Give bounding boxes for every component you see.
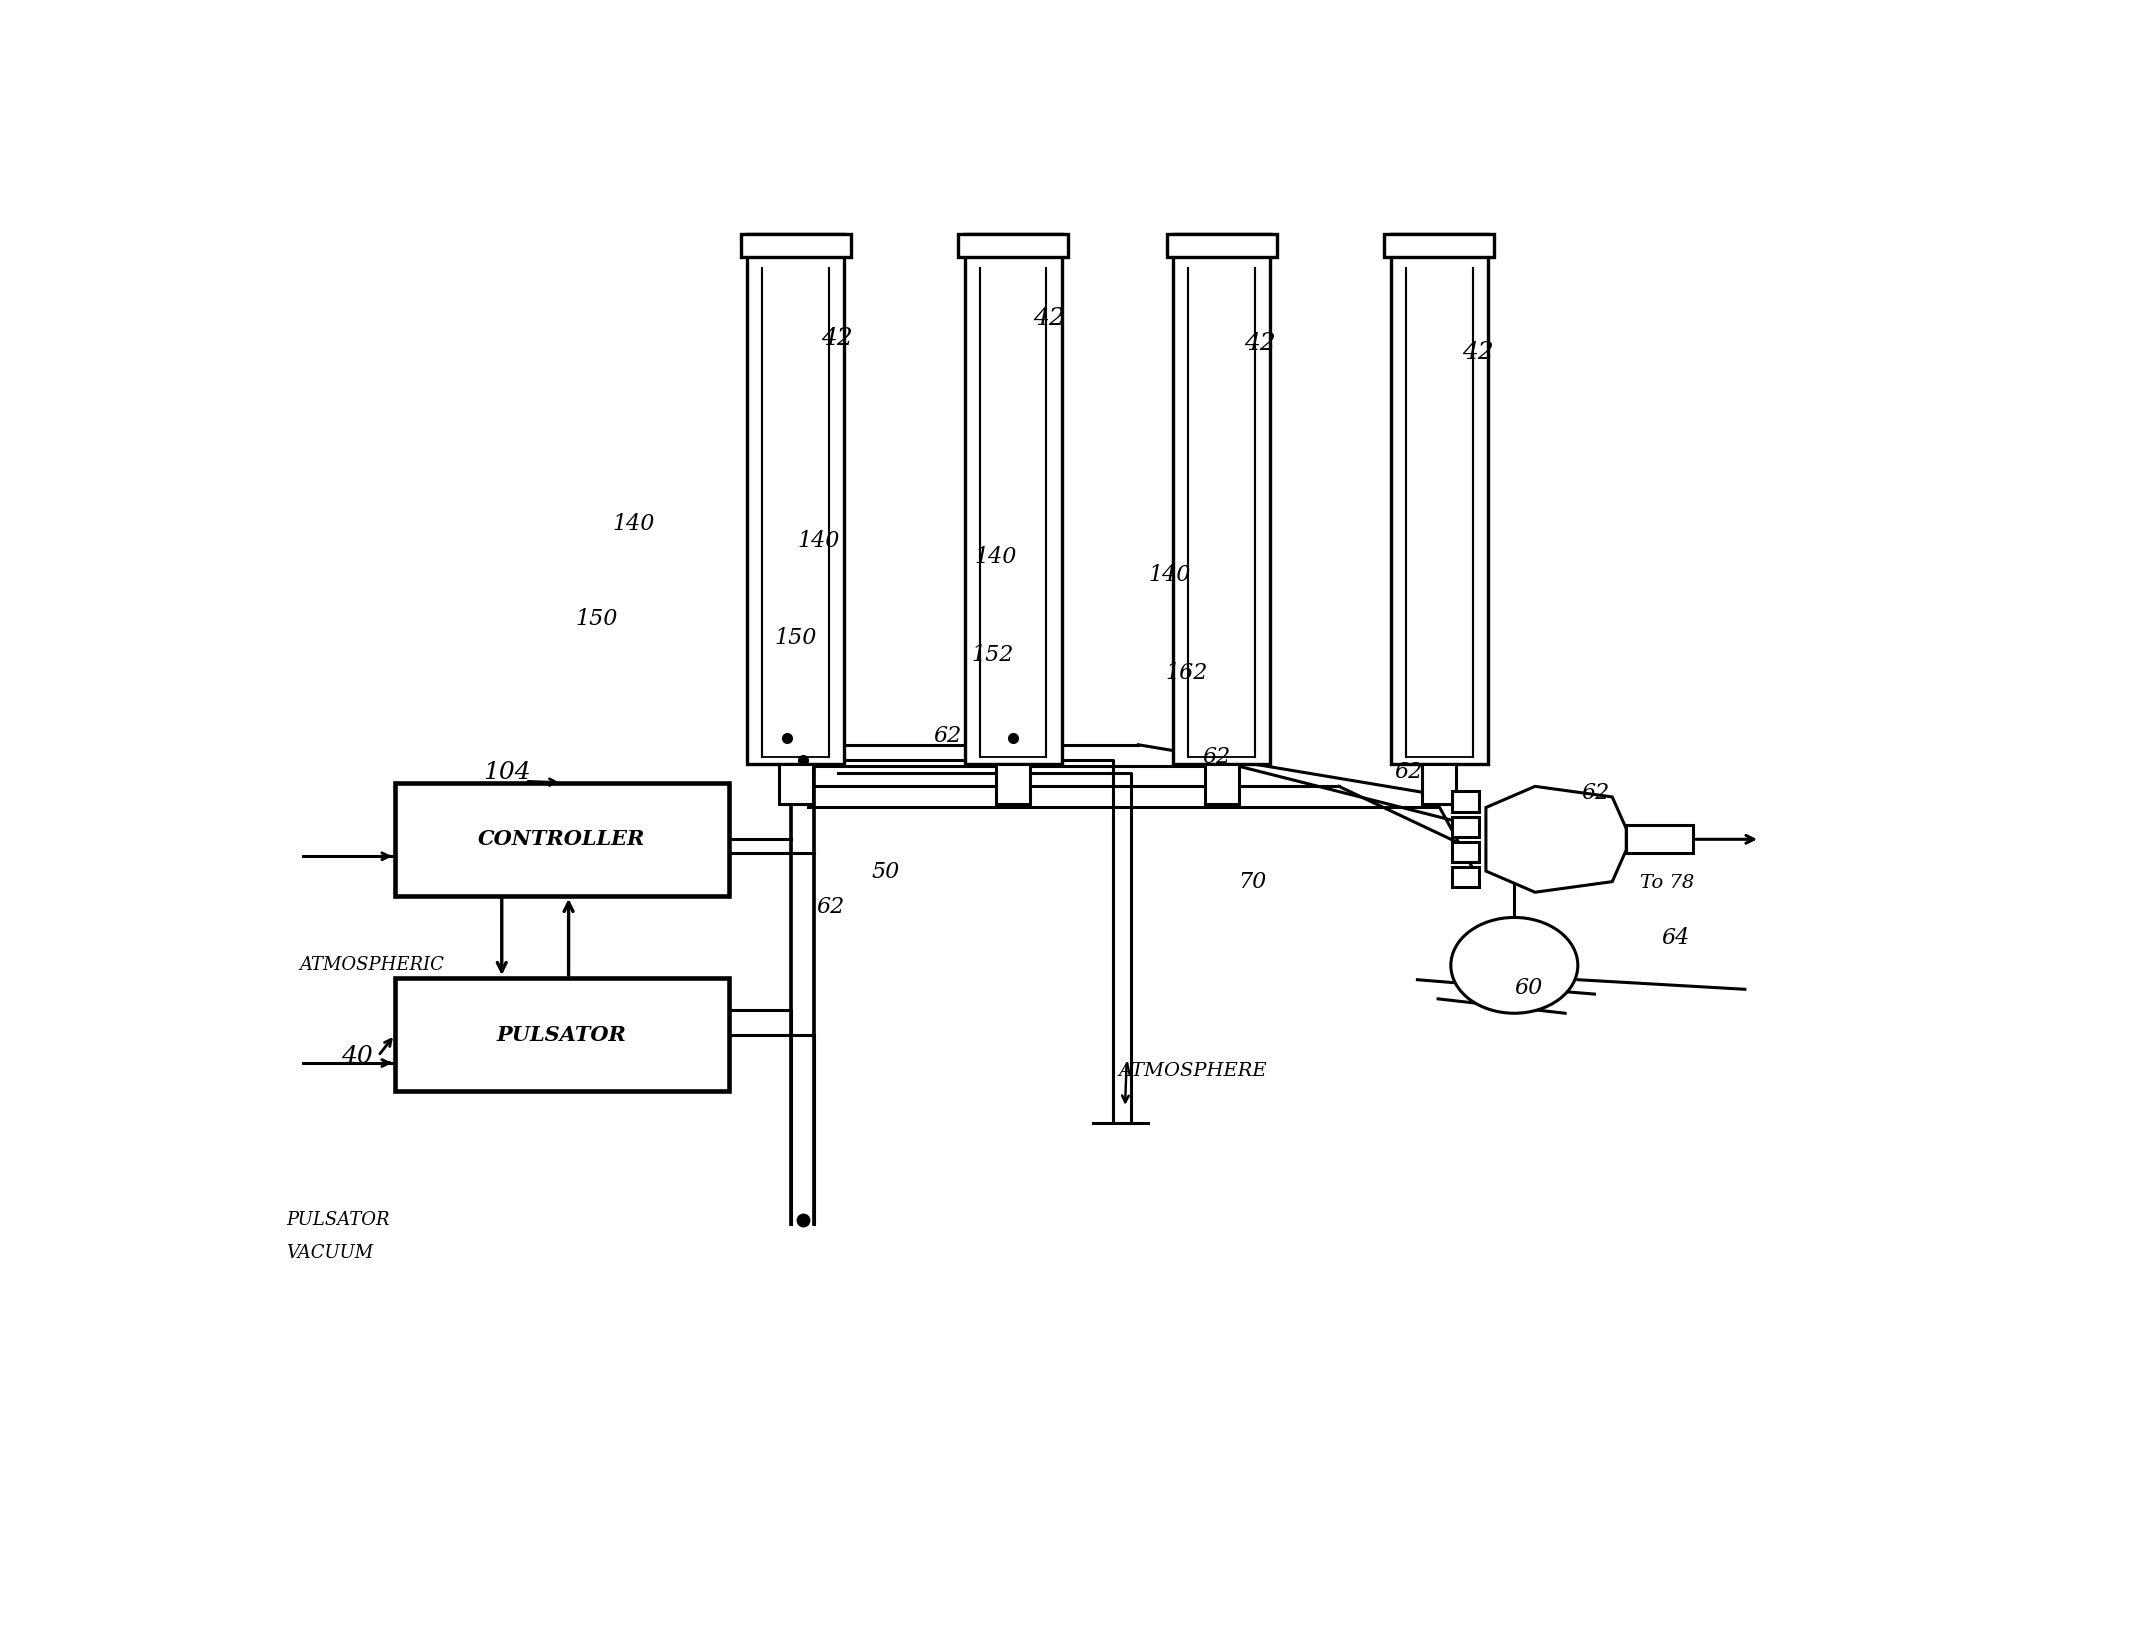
Text: 62: 62 — [1580, 781, 1608, 804]
Text: 64: 64 — [1662, 927, 1690, 948]
Text: 62: 62 — [934, 725, 962, 746]
Text: 140: 140 — [612, 512, 655, 535]
Text: VACUUM: VACUUM — [287, 1244, 373, 1262]
Text: 140: 140 — [1149, 563, 1190, 586]
Text: 104: 104 — [483, 761, 530, 784]
Bar — [1423, 763, 1455, 804]
Text: 62: 62 — [1395, 761, 1423, 784]
Circle shape — [1451, 917, 1578, 1013]
Text: 152: 152 — [970, 645, 1013, 666]
Text: 62: 62 — [1201, 746, 1231, 768]
Bar — [1173, 234, 1270, 763]
Text: 150: 150 — [576, 607, 617, 630]
Text: 162: 162 — [1164, 661, 1207, 684]
Text: 42: 42 — [821, 327, 852, 350]
Text: 50: 50 — [871, 861, 899, 882]
Text: 70: 70 — [1238, 871, 1268, 894]
Text: 42: 42 — [1462, 340, 1494, 365]
Text: PULSATOR: PULSATOR — [287, 1211, 390, 1229]
Bar — [1166, 234, 1276, 257]
Text: 140: 140 — [798, 529, 841, 552]
Bar — [1205, 763, 1238, 804]
Bar — [1453, 817, 1479, 837]
Text: 62: 62 — [815, 897, 845, 918]
Text: 40: 40 — [341, 1044, 373, 1067]
Bar — [996, 763, 1031, 804]
Text: 60: 60 — [1514, 977, 1542, 999]
Bar — [1453, 791, 1479, 812]
Bar — [964, 234, 1061, 763]
Text: To 78: To 78 — [1639, 874, 1695, 892]
Bar — [1626, 825, 1692, 853]
Bar — [778, 763, 813, 804]
Bar — [395, 977, 729, 1092]
Text: 42: 42 — [1033, 308, 1065, 331]
Bar — [1384, 234, 1494, 257]
Text: ATMOSPHERIC: ATMOSPHERIC — [300, 956, 444, 974]
Polygon shape — [1485, 786, 1626, 892]
Text: 150: 150 — [774, 627, 817, 648]
Bar — [1453, 868, 1479, 887]
Bar — [1453, 841, 1479, 863]
Text: PULSATOR: PULSATOR — [498, 1025, 627, 1044]
Text: 140: 140 — [975, 547, 1018, 568]
Bar — [395, 782, 729, 895]
Bar — [957, 234, 1067, 257]
Text: CONTROLLER: CONTROLLER — [479, 830, 645, 850]
Text: 42: 42 — [1244, 332, 1276, 355]
Bar — [742, 234, 852, 257]
Text: ATMOSPHERE: ATMOSPHERE — [1119, 1062, 1268, 1080]
Bar — [748, 234, 845, 763]
Bar — [1391, 234, 1488, 763]
